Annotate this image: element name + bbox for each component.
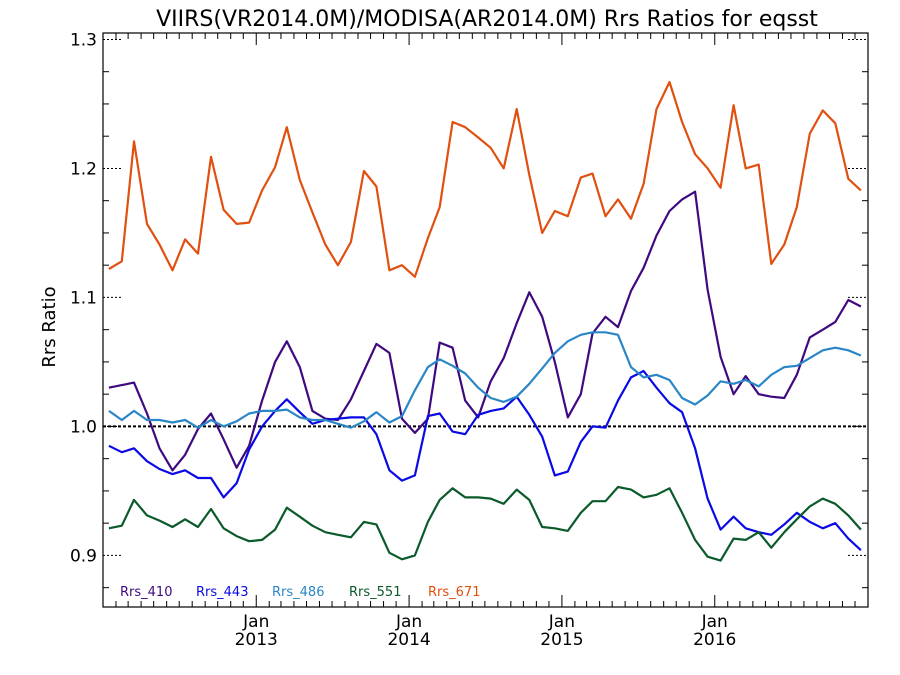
series-lines: [108, 80, 862, 562]
series-line-rrs-443: [108, 369, 862, 552]
axis-ticks: [103, 33, 868, 607]
chart-title: VIIRS(VR2014.0M)/MODISA(AR2014.0M) Rrs R…: [156, 7, 818, 32]
x-tick-month: Jan: [701, 612, 728, 632]
series-line-rrs-671: [108, 80, 862, 278]
series-line-rrs-410: [108, 190, 862, 472]
y-tick-label: 1.2: [70, 159, 97, 179]
y-tick-label: 1.1: [70, 288, 97, 308]
series-line-rrs-486: [108, 331, 862, 429]
legend-item-rrs-486: Rrs_486: [272, 585, 324, 600]
x-tick-month: Jan: [395, 612, 422, 632]
legend: Rrs_410 Rrs_443 Rrs_486 Rrs_551 Rrs_671: [120, 585, 480, 600]
x-tick-year: 2014: [387, 630, 430, 650]
legend-item-rrs-551: Rrs_551: [349, 585, 401, 600]
legend-item-rrs-443: Rrs_443: [196, 585, 248, 600]
x-tick-year: 2016: [693, 630, 736, 650]
y-axis-label: Rrs Ratio: [39, 286, 60, 367]
x-tick-year: 2013: [235, 630, 278, 650]
legend-item-rrs-410: Rrs_410: [120, 585, 172, 600]
x-tick-year: 2015: [540, 630, 583, 650]
y-tick-labels: 0.9 1.0 1.1 1.2 1.3: [70, 30, 97, 566]
x-tick-month: Jan: [242, 612, 269, 632]
y-tick-label: 1.0: [70, 417, 97, 437]
y-tick-label: 1.3: [70, 30, 97, 50]
x-tick-month: Jan: [548, 612, 575, 632]
y-tick-label: 0.9: [70, 546, 97, 566]
legend-item-rrs-671: Rrs_671: [428, 585, 480, 600]
plot-frame: [102, 32, 869, 608]
series-line-rrs-551: [108, 485, 862, 562]
